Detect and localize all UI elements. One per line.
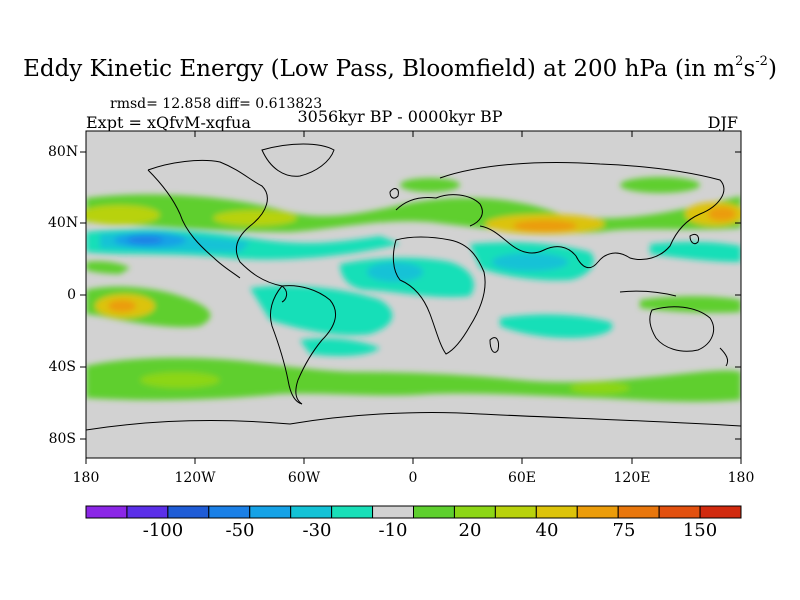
coastlines — [86, 143, 741, 431]
colorbar-label: 150 — [682, 520, 718, 541]
colorbar-swatch — [617, 505, 660, 519]
axis-ticks — [80, 131, 742, 464]
y-tick-label: 80N — [48, 144, 79, 160]
period-label: 3056kyr BP - 0000kyr BP — [297, 107, 503, 126]
colorbar-label: -50 — [225, 520, 255, 541]
colorbar-label: 75 — [612, 520, 636, 541]
colorbar-swatch — [494, 505, 537, 519]
colorbar-swatch — [658, 505, 701, 519]
colorbar-swatch — [699, 505, 742, 519]
y-tick-label: 0 — [67, 287, 76, 303]
x-tick-label: 180 — [72, 470, 100, 486]
colorbar-swatch — [372, 505, 414, 519]
colorbar-swatch — [535, 505, 578, 519]
colorbar-swatch — [290, 505, 333, 519]
colorbar-swatch — [453, 505, 496, 519]
x-tick-label: 60E — [507, 470, 537, 486]
colorbar — [85, 505, 742, 519]
colorbar-swatch — [167, 505, 210, 519]
colorbar-swatch — [331, 505, 374, 519]
x-tick-label: 0 — [408, 470, 418, 486]
colorbar-label: -30 — [302, 520, 332, 541]
x-tick-label: 180 — [727, 470, 755, 486]
colorbar-swatch — [576, 505, 619, 519]
y-tick-label: 80S — [48, 431, 76, 447]
colorbar-label: 20 — [458, 520, 482, 541]
field-layer — [86, 131, 741, 458]
colorbar-swatch — [126, 505, 169, 519]
colorbar-label: 40 — [535, 520, 559, 541]
colorbar-label: -10 — [378, 520, 408, 541]
colorbar-swatch — [208, 505, 251, 519]
colorbar-label: -100 — [142, 520, 184, 541]
y-tick-label: 40N — [48, 215, 79, 231]
stats-text: rmsd= 12.858 diff= 0.613823 — [110, 96, 323, 112]
colorbar-swatch — [413, 505, 455, 519]
x-tick-label: 60W — [287, 470, 321, 486]
colorbar-swatch — [85, 505, 128, 519]
season-label: DJF — [707, 113, 738, 132]
experiment-label: Expt = xQfvM-xqfua — [86, 113, 251, 132]
x-tick-label: 120W — [174, 470, 216, 486]
colorbar-swatch — [249, 505, 292, 519]
y-tick-label: 40S — [48, 359, 76, 375]
x-tick-label: 120E — [613, 470, 651, 486]
plot-title: Eddy Kinetic Energy (Low Pass, Bloomfiel… — [23, 54, 777, 82]
